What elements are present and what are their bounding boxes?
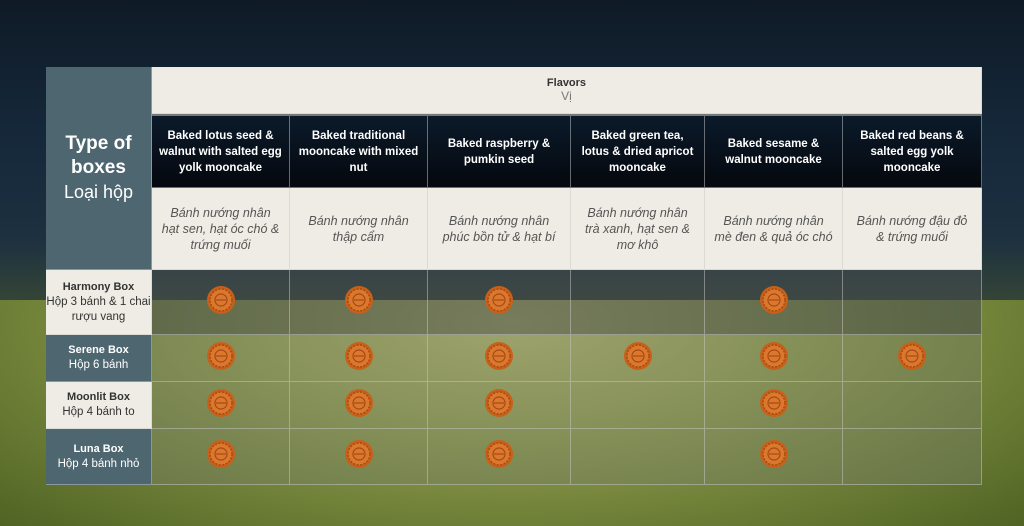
flavor-name-en: Baked green tea, lotus & dried apricot m…: [571, 114, 705, 188]
flavor-name-vi: Bánh nướng nhân hạt sen, hạt óc chó & tr…: [152, 188, 290, 270]
flavor-name-en: Baked traditional mooncake with mixed nu…: [290, 114, 428, 188]
flavor-comparison-table: Type of boxes Loại hộp Flavors Vị Baked …: [46, 67, 982, 485]
mooncake-icon: [759, 285, 789, 320]
mooncake-icon: [759, 341, 789, 376]
matrix-cell: [428, 335, 571, 382]
mooncake-icon: [759, 439, 789, 474]
matrix-cell: [571, 429, 705, 485]
mooncake-icon: [759, 388, 789, 423]
matrix-cell: [705, 382, 843, 429]
matrix-cell: [290, 335, 428, 382]
matrix-cell: [571, 270, 705, 335]
mooncake-icon: [484, 388, 514, 423]
mooncake-icon: [206, 388, 236, 423]
box-label: Harmony Box Hộp 3 bánh & 1 chai rượu vang: [46, 270, 152, 335]
flavor-name-vi: Bánh nướng đậu đỏ & trứng muối: [843, 188, 982, 270]
box-label: Serene Box Hộp 6 bánh: [46, 335, 152, 382]
matrix-cell: [290, 270, 428, 335]
mooncake-icon: [484, 341, 514, 376]
box-label: Moonlit Box Hộp 4 bánh to: [46, 382, 152, 429]
flavors-title: Flavors: [546, 77, 587, 89]
mooncake-icon: [484, 285, 514, 320]
matrix-cell: [152, 270, 290, 335]
mooncake-icon: [623, 341, 653, 376]
flavors-subtitle: Vị: [561, 89, 572, 103]
box-name: Moonlit Box: [67, 391, 130, 403]
mooncake-icon: [897, 341, 927, 376]
mooncake-icon: [344, 439, 374, 474]
type-of-boxes-header: Type of boxes Loại hộp: [46, 67, 152, 270]
mooncake-icon: [206, 439, 236, 474]
matrix-cell: [152, 382, 290, 429]
matrix-cell: [843, 270, 982, 335]
mooncake-icon: [206, 285, 236, 320]
mooncake-icon: [344, 285, 374, 320]
matrix-cell: [843, 335, 982, 382]
box-description: Hộp 6 bánh: [68, 359, 129, 371]
matrix-cell: [428, 429, 571, 485]
matrix-cell: [843, 382, 982, 429]
background-landscape: [0, 300, 1024, 526]
matrix-cell: [290, 429, 428, 485]
flavors-header: Flavors Vị: [152, 67, 982, 114]
flavor-name-vi: Bánh nướng nhân mè đen & quả óc chó: [705, 188, 843, 270]
mooncake-icon: [206, 341, 236, 376]
matrix-cell: [571, 382, 705, 429]
box-name: Luna Box: [73, 442, 124, 455]
mooncake-icon: [484, 439, 514, 474]
matrix-cell: [152, 335, 290, 382]
box-name: Harmony Box: [62, 280, 135, 293]
matrix-cell: [428, 382, 571, 429]
mooncake-icon: [344, 341, 374, 376]
matrix-cell: [290, 382, 428, 429]
box-name: Serene Box: [68, 344, 129, 356]
matrix-cell: [705, 429, 843, 485]
box-description: Hộp 4 bánh to: [62, 406, 135, 418]
flavor-name-vi: Bánh nướng nhân phúc bồn tử & hạt bí: [428, 188, 571, 270]
flavor-name-en: Baked raspberry & pumkin seed: [428, 114, 571, 188]
flavor-name-vi: Bánh nướng nhân trà xanh, hạt sen & mơ k…: [571, 188, 705, 270]
box-description: Hộp 4 bánh nhỏ: [57, 457, 140, 470]
corner-subtitle: Loại hộp: [63, 182, 134, 202]
flavor-name-vi: Bánh nướng nhân thập cẩm: [290, 188, 428, 270]
flavor-name-en: Baked lotus seed & walnut with salted eg…: [152, 114, 290, 188]
flavor-name-en: Baked sesame & walnut mooncake: [705, 114, 843, 188]
corner-title: Type of boxes: [65, 133, 132, 178]
matrix-cell: [571, 335, 705, 382]
box-description: Hộp 3 bánh & 1 chai rượu vang: [46, 295, 151, 323]
matrix-cell: [152, 429, 290, 485]
box-label: Luna Box Hộp 4 bánh nhỏ: [46, 429, 152, 485]
mooncake-icon: [344, 388, 374, 423]
matrix-cell: [843, 429, 982, 485]
matrix-cell: [428, 270, 571, 335]
flavor-name-en: Baked red beans & salted egg yolk moonca…: [843, 114, 982, 188]
matrix-cell: [705, 270, 843, 335]
matrix-cell: [705, 335, 843, 382]
